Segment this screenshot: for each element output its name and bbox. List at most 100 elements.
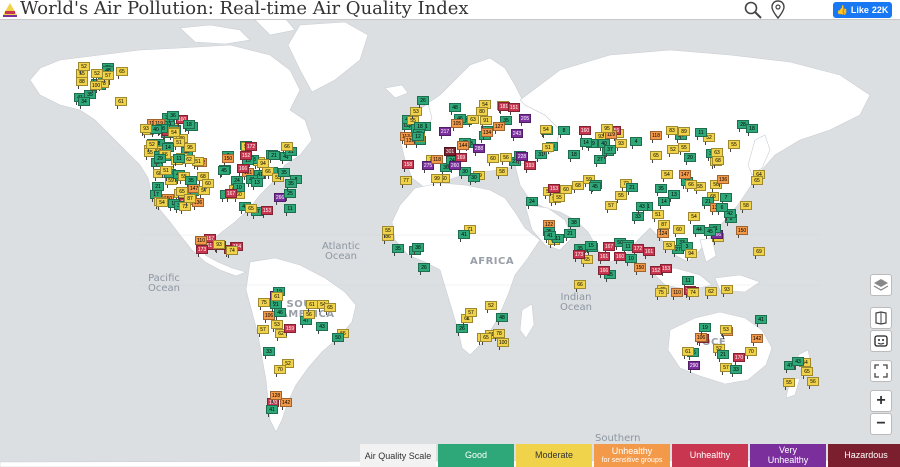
aqi-station-marker[interactable]: 172 [245, 142, 257, 154]
aqi-station-marker[interactable]: 228 [516, 152, 528, 164]
aqi-station-marker[interactable]: 128 [270, 391, 282, 403]
aqi-station-marker[interactable]: 160 [579, 126, 591, 138]
aqi-station-marker[interactable]: 25 [284, 189, 296, 201]
aqi-station-marker[interactable]: 12 [412, 132, 424, 144]
aqi-station-marker[interactable]: 41 [544, 231, 556, 243]
aqi-station-marker[interactable]: 88 [76, 77, 88, 89]
aqi-station-marker[interactable]: 54 [661, 170, 673, 182]
aqi-station-marker[interactable]: 26 [418, 263, 430, 275]
aqi-station-marker[interactable]: 26 [417, 96, 429, 108]
aqi-station-marker[interactable]: 89 [678, 127, 690, 139]
aqi-station-marker[interactable]: 61 [306, 300, 318, 312]
aqi-station-marker[interactable]: 51 [160, 166, 172, 178]
aqi-station-marker[interactable]: 99 [431, 174, 443, 186]
aqi-station-marker[interactable]: 142 [751, 334, 763, 346]
aqi-station-marker[interactable]: 75 [258, 298, 270, 310]
aqi-station-marker[interactable]: 173 [196, 245, 208, 257]
aqi-station-marker[interactable]: 20 [684, 153, 696, 165]
aqi-station-marker[interactable]: 167 [225, 189, 237, 201]
aqi-station-marker[interactable]: 62 [705, 287, 717, 299]
aqi-station-marker[interactable]: 33 [263, 347, 275, 359]
aqi-station-marker[interactable]: 93 [140, 124, 152, 136]
aqi-station-marker[interactable]: 56 [807, 377, 819, 389]
aqi-station-marker[interactable]: 21 [152, 182, 164, 194]
aqi-station-marker[interactable]: 43 [792, 357, 804, 369]
aqi-station-marker[interactable]: 35 [285, 179, 297, 191]
aqi-station-marker[interactable]: 63 [467, 115, 479, 127]
aqi-station-marker[interactable]: 68 [572, 181, 584, 193]
aqi-station-marker[interactable]: 74 [687, 288, 699, 300]
aqi-station-marker[interactable]: 35 [278, 168, 290, 180]
aqi-station-marker[interactable]: 52 [78, 62, 90, 74]
aqi-station-marker[interactable]: 51 [542, 143, 554, 155]
aqi-station-marker[interactable]: 65 [751, 176, 763, 188]
aqi-station-marker[interactable]: 158 [402, 160, 414, 172]
aqi-station-marker[interactable]: 53 [720, 325, 732, 337]
aqi-station-marker[interactable]: 124 [657, 229, 669, 241]
aqi-station-marker[interactable]: 31 [535, 150, 547, 162]
aqi-station-marker[interactable]: 26 [456, 324, 468, 336]
aqi-station-marker[interactable]: 65 [324, 303, 336, 315]
aqi-station-marker[interactable]: 147 [679, 170, 691, 182]
aqi-station-marker[interactable]: 288 [473, 144, 485, 156]
aqi-station-marker[interactable]: 173 [573, 250, 585, 262]
aqi-station-marker[interactable]: 127 [493, 122, 505, 134]
aqi-station-marker[interactable]: 56 [303, 310, 315, 322]
aqi-station-marker[interactable]: 43 [636, 202, 648, 214]
aqi-station-marker[interactable]: 48 [496, 313, 508, 325]
aqi-station-marker[interactable]: 95 [184, 143, 196, 155]
aqi-station-marker[interactable]: 65 [650, 151, 662, 163]
aqi-station-marker[interactable]: 91 [480, 116, 492, 128]
aqi-station-marker[interactable]: 36 [167, 111, 179, 123]
aqi-station-marker[interactable]: 52 [667, 145, 679, 157]
aqi-station-marker[interactable]: 153 [261, 206, 273, 218]
aqi-station-marker[interactable]: 30 [468, 173, 480, 185]
aqi-station-marker[interactable]: 21 [626, 183, 638, 195]
aqi-station-marker[interactable]: 14 [580, 138, 592, 150]
aqi-station-marker[interactable]: 58 [496, 167, 508, 179]
aqi-station-marker[interactable]: 8 [558, 126, 570, 138]
aqi-station-marker[interactable]: 18 [183, 120, 195, 132]
aqi-station-marker[interactable]: 35 [655, 184, 667, 196]
aqi-station-marker[interactable]: 166 [237, 164, 249, 176]
aqi-station-marker[interactable]: 56 [500, 153, 512, 165]
aqi-station-marker[interactable]: 10 [625, 254, 637, 266]
aqi-station-marker[interactable]: 57 [465, 308, 477, 320]
aqi-station-marker[interactable]: 57 [605, 201, 617, 213]
location-icon[interactable] [770, 0, 786, 20]
map-sign-button[interactable] [870, 307, 892, 329]
aqi-station-marker[interactable]: 152 [240, 151, 252, 163]
aqi-station-marker[interactable]: 94 [257, 159, 269, 171]
aqi-station-marker[interactable]: 66 [281, 142, 293, 154]
aqi-station-marker[interactable]: 35 [185, 176, 197, 188]
aqi-station-marker[interactable]: 75 [655, 288, 667, 300]
aqi-station-marker[interactable]: 43 [316, 322, 328, 334]
aqi-station-marker[interactable]: 41 [266, 405, 278, 417]
aqi-station-marker[interactable]: 166 [598, 266, 610, 278]
aqi-station-marker[interactable]: 150 [736, 226, 748, 238]
facebook-like-button[interactable]: 👍 Like 22K [833, 2, 892, 18]
aqi-station-marker[interactable]: 153 [548, 184, 560, 196]
aqi-station-marker[interactable]: 52 [146, 140, 158, 152]
aqi-station-marker[interactable]: 61 [682, 347, 694, 359]
aqi-station-marker[interactable]: 65 [176, 187, 188, 199]
aqi-station-marker[interactable]: 70 [745, 347, 757, 359]
aqi-station-marker[interactable]: 11 [284, 204, 296, 216]
legend-moderate[interactable]: Moderate [516, 444, 592, 467]
aqi-station-marker[interactable]: 95 [601, 124, 613, 136]
aqi-station-marker[interactable]: 65 [480, 333, 492, 345]
aqi-station-marker[interactable]: 159 [284, 324, 296, 336]
fullscreen-button[interactable] [870, 360, 892, 382]
aqi-station-marker[interactable]: 205 [519, 114, 531, 126]
aqi-station-marker[interactable]: 50 [332, 333, 344, 345]
aqi-station-marker[interactable]: 29 [154, 154, 166, 166]
aqi-station-marker[interactable]: 55 [728, 140, 740, 152]
aqi-station-marker[interactable]: 13 [668, 190, 680, 202]
aqi-station-marker[interactable]: 65 [116, 67, 128, 79]
aqi-station-marker[interactable]: 18 [746, 124, 758, 136]
aqi-station-marker[interactable]: 45 [218, 166, 230, 178]
aqi-station-marker[interactable]: 150 [222, 154, 234, 166]
aqi-station-marker[interactable]: 167 [603, 242, 615, 254]
legend-hazardous[interactable]: Hazardous [828, 444, 900, 467]
aqi-station-marker[interactable]: 55 [678, 143, 690, 155]
